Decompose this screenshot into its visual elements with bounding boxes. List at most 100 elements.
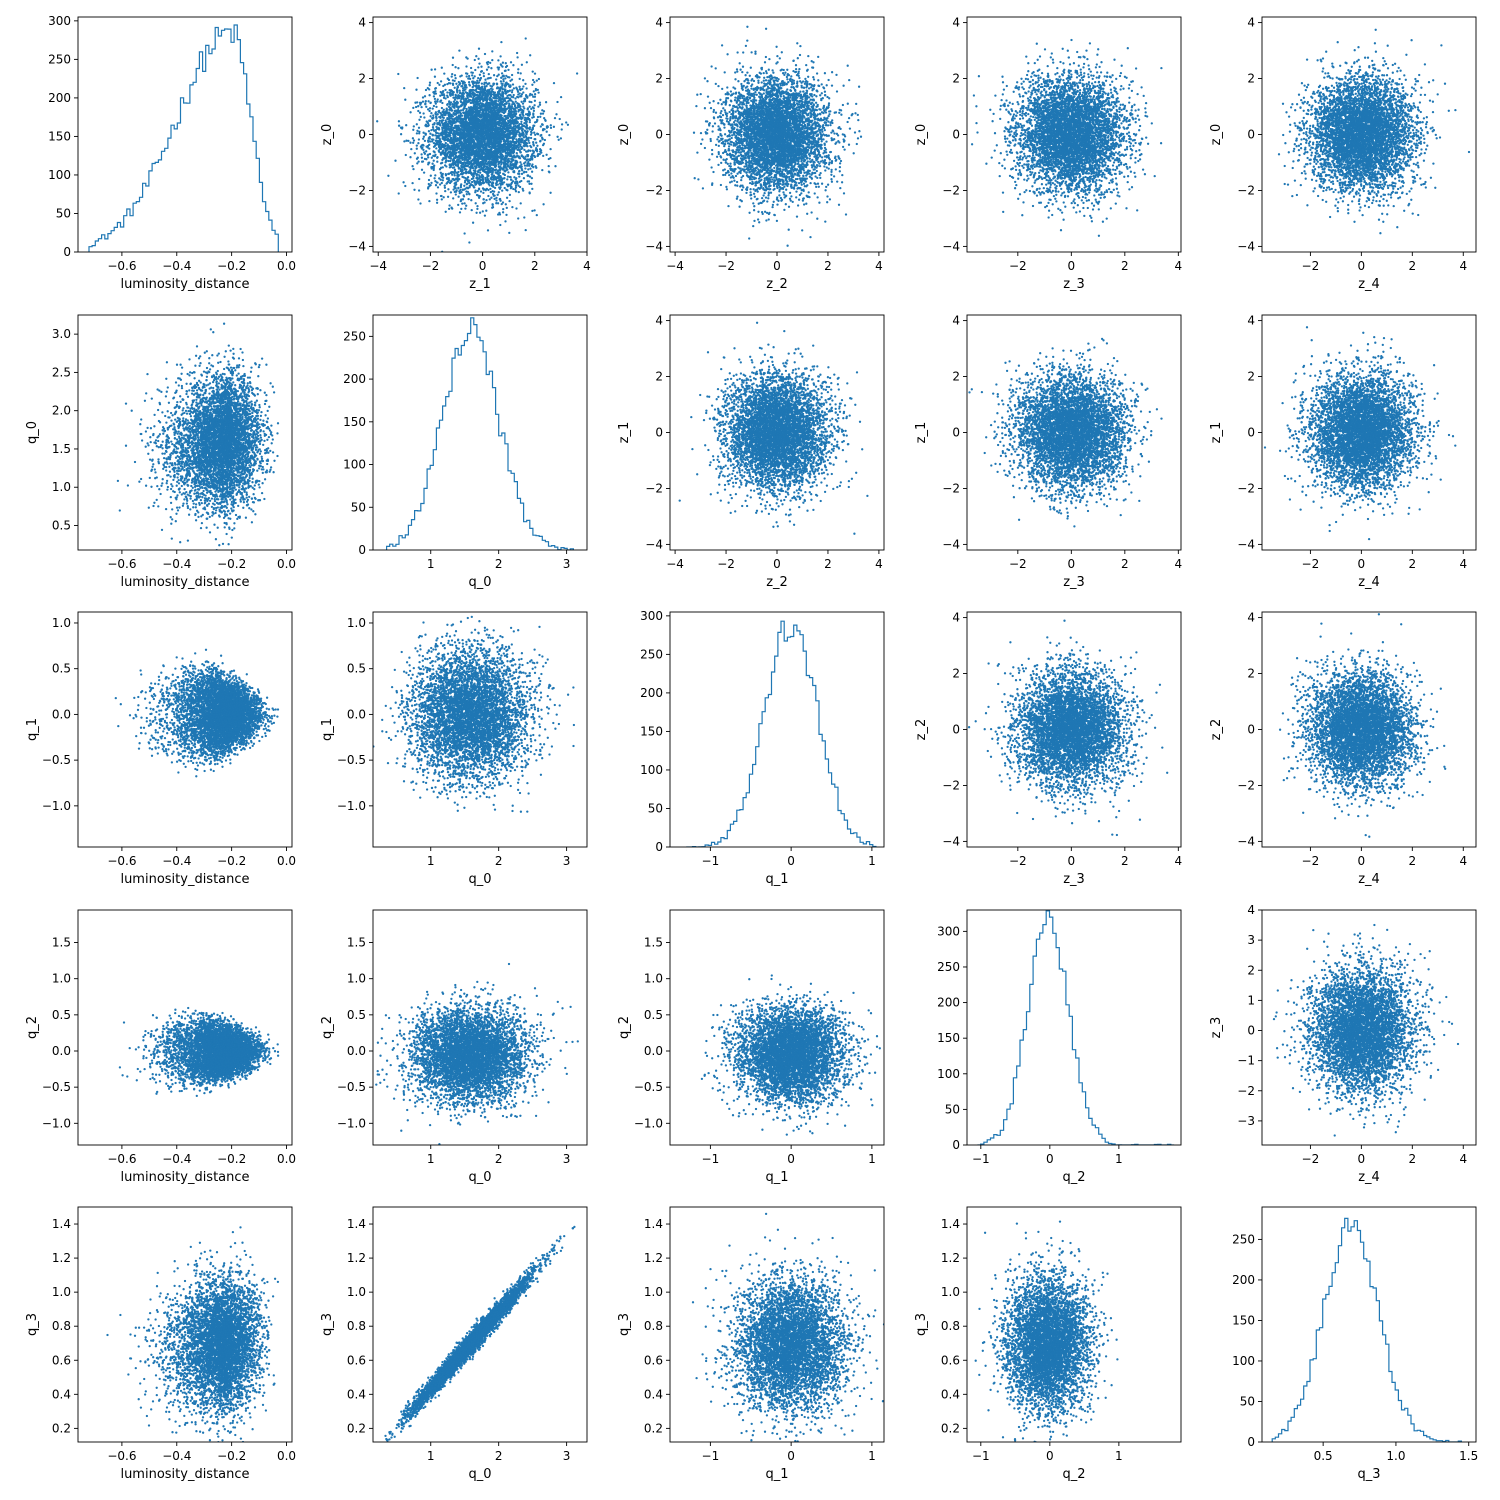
scatter-point	[556, 101, 558, 103]
scatter-point	[460, 183, 462, 185]
plot-area	[89, 25, 278, 252]
scatter-point	[461, 202, 463, 204]
scatter-point	[504, 187, 506, 189]
scatter-point	[520, 163, 522, 165]
scatter-point	[472, 222, 474, 224]
scatter-point	[455, 83, 457, 85]
scatter-point	[539, 104, 541, 106]
scatter-point	[482, 98, 484, 100]
scatter-point	[523, 145, 525, 147]
scatter-point	[531, 210, 533, 212]
scatter-point	[438, 84, 440, 86]
scatter-point	[471, 81, 473, 83]
scatter-point	[438, 177, 440, 179]
scatter-point	[414, 152, 416, 154]
scatter-point	[534, 93, 536, 95]
scatter-point	[495, 197, 497, 199]
scatter-point	[481, 130, 483, 132]
scatter-point	[468, 241, 470, 243]
scatter-point	[431, 163, 433, 165]
scatter-point	[542, 155, 544, 157]
scatter-point	[499, 224, 501, 226]
scatter-point	[475, 212, 477, 214]
scatter-point	[425, 150, 427, 152]
scatter-point	[466, 186, 468, 188]
scatter-point	[428, 147, 430, 149]
scatter-point	[500, 163, 502, 165]
scatter-point	[413, 139, 415, 141]
scatter-point	[490, 77, 492, 79]
scatter-point	[454, 191, 456, 193]
scatter-point	[463, 185, 465, 187]
scatter-point	[418, 178, 420, 180]
scatter-point	[484, 89, 486, 91]
scatter-point	[435, 106, 437, 108]
scatter-point	[491, 59, 493, 61]
scatter-point	[499, 198, 501, 200]
scatter-point	[533, 116, 535, 118]
scatter-point	[458, 148, 460, 150]
scatter-point	[531, 177, 533, 179]
scatter-point	[500, 41, 502, 43]
scatter-point	[429, 137, 431, 139]
scatter-point	[504, 220, 506, 222]
scatter-point	[512, 188, 514, 190]
scatter-point	[461, 134, 463, 136]
scatter-point	[522, 102, 524, 104]
scatter-point	[459, 135, 461, 137]
scatter-point	[416, 158, 418, 160]
scatter-point	[505, 101, 507, 103]
scatter-point	[488, 73, 490, 75]
scatter-point	[439, 101, 441, 103]
scatter-point	[443, 157, 445, 159]
scatter-point	[489, 130, 491, 132]
scatter-point	[469, 169, 471, 171]
scatter-point	[466, 111, 468, 113]
scatter-point	[458, 161, 460, 163]
scatter-point	[492, 204, 494, 206]
scatter-point	[403, 87, 405, 89]
scatter-point	[496, 176, 498, 178]
scatter-point	[521, 139, 523, 141]
scatter-point	[463, 93, 465, 95]
scatter-point	[479, 74, 481, 76]
scatter-point	[471, 181, 473, 183]
scatter-point	[483, 126, 485, 128]
scatter-point	[425, 123, 427, 125]
scatter-point	[440, 80, 442, 82]
scatter-point	[413, 189, 415, 191]
scatter-point	[412, 137, 414, 139]
scatter-point	[539, 101, 541, 103]
scatter-point	[446, 143, 448, 145]
y-tick-label: 200	[48, 91, 71, 105]
scatter-point	[501, 91, 503, 93]
scatter-point	[490, 154, 492, 156]
scatter-point	[532, 79, 534, 81]
scatter-point	[462, 148, 464, 150]
scatter-point	[430, 175, 432, 177]
scatter-point	[504, 90, 506, 92]
scatter-point	[436, 157, 438, 159]
scatter-point	[477, 156, 479, 158]
scatter-point	[434, 76, 436, 78]
scatter-point	[452, 57, 454, 59]
scatter-point	[493, 195, 495, 197]
scatter-point	[523, 177, 525, 179]
scatter-point	[534, 96, 536, 98]
scatter-point	[475, 88, 477, 90]
scatter-point	[534, 72, 536, 74]
scatter-point	[421, 161, 423, 163]
histogram-step	[89, 25, 278, 252]
scatter-point	[514, 114, 516, 116]
scatter-point	[430, 112, 432, 114]
scatter-point	[442, 166, 444, 168]
scatter-point	[415, 106, 417, 108]
scatter-point	[482, 192, 484, 194]
scatter-point	[497, 104, 499, 106]
scatter-point	[435, 184, 437, 186]
scatter-point	[508, 103, 510, 105]
scatter-point	[480, 140, 482, 142]
scatter-point	[474, 59, 476, 61]
scatter-point	[412, 129, 414, 131]
scatter-point	[448, 111, 450, 113]
